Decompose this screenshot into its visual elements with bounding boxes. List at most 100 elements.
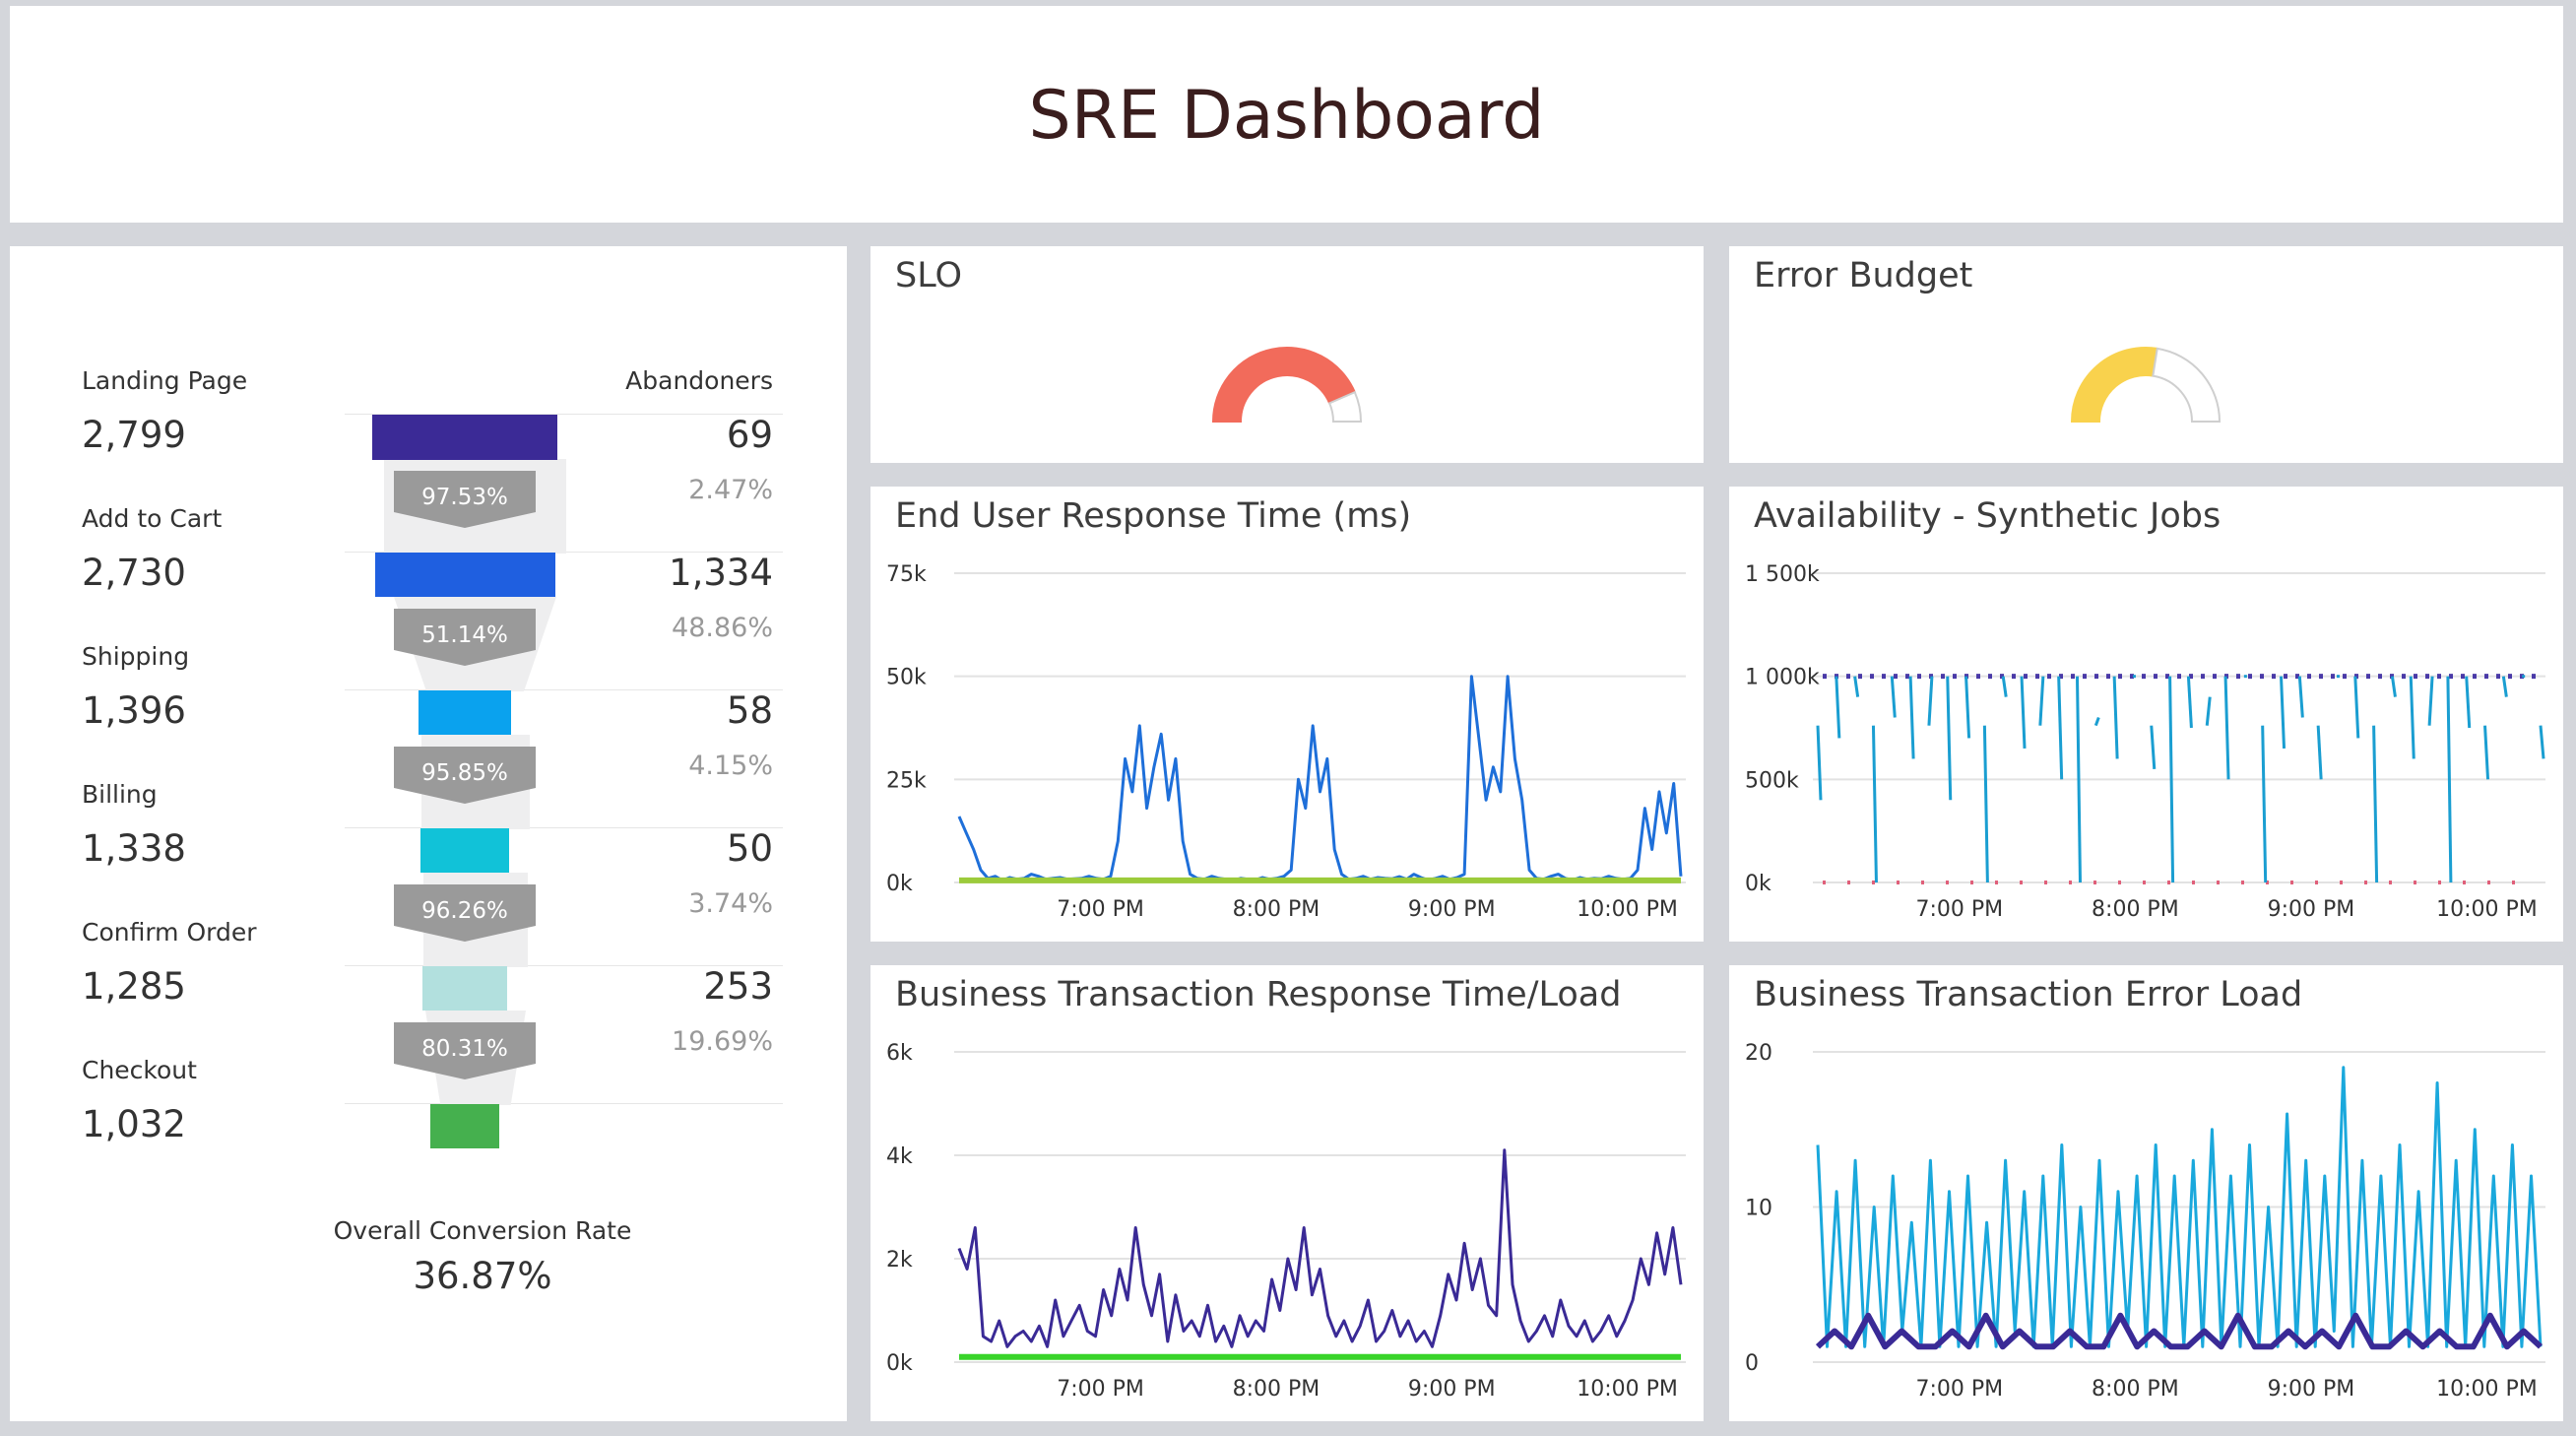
y-tick-label: 0k [886,872,913,896]
slo-gauge [1211,347,1363,423]
data-point [2186,676,2193,729]
x-tick-label: 8:00 PM [1233,1377,1320,1402]
data-point [1816,725,1823,801]
funnel-bar-shipping [419,690,511,735]
x-tick-label: 9:00 PM [2268,1377,2355,1402]
data-point [2390,676,2397,697]
funnel-bar-confirm-order [422,966,507,1011]
abandoners-pct-5: 19.69% [672,1026,773,1057]
abandoners-pct-3: 4.15% [688,751,773,781]
y-tick-label: 0k [1745,872,1771,896]
x-tick-label: 9:00 PM [2268,897,2355,922]
badge-shape [394,747,536,804]
funnel-bar-landing-page [372,415,557,460]
error-budget-title: Error Budget [1754,256,1973,295]
x-tick-label: 10:00 PM [1577,897,1678,922]
y-tick-label: 25k [886,768,927,793]
chart-title: End User Response Time (ms) [895,496,1412,536]
end-user-response-time-chart: 0k 25k 50k 75k 7:00 PM 8:00 PM 9:00 PM 10:00 PM [886,562,1686,922]
x-tick-label: 8:00 PM [2092,897,2179,922]
data-point [1835,676,1841,739]
funnel-separator [345,689,783,690]
y-tick-label: 1 000k [1745,666,1820,690]
stage-count-landing-page: 2,799 [82,414,186,456]
dashboard-header: SRE Dashboard [10,6,2563,223]
abandoners-count-3: 58 [726,689,773,732]
series-line [1816,1066,2543,1348]
data-point [2112,676,2119,759]
end-user-response-time-panel: End User Response Time (ms) 0k 25k 50k 75k 7… [870,487,1704,942]
data-point [2057,676,2064,780]
stage-label-add-to-cart: Add to Cart [82,504,223,533]
stage-label-checkout: Checkout [82,1056,197,1084]
series-line [1815,1312,2544,1350]
data-point [1908,676,1915,759]
abandoners-count-4: 50 [726,827,773,870]
funnel-bar-billing [420,828,509,873]
x-tick-label: 10:00 PM [2436,897,2538,922]
y-tick-label: 20 [1745,1041,1772,1066]
data-point [2446,676,2453,883]
conversion-badge-value: 97.53% [421,485,508,510]
stage-label-shipping: Shipping [82,642,190,671]
stage-label-confirm-order: Confirm Order [82,918,257,946]
stage-count-checkout: 1,032 [82,1103,186,1145]
funnel-separator [345,414,783,415]
page-title: SRE Dashboard [1028,77,1545,155]
series-line [957,675,1683,882]
error-budget-panel: Error Budget [1729,246,2563,463]
abandoners-pct-1: 2.47% [688,475,773,505]
x-tick-label: 10:00 PM [1577,1377,1678,1402]
error-budget-gauge [2070,347,2222,423]
stage-count-add-to-cart: 2,730 [82,552,186,594]
bt-response-time-load-chart: 0k 2k 4k 6k 7:00 PM 8:00 PM 9:00 PM 10:00 PM [886,1041,1686,1402]
y-tick-label: 2k [886,1248,913,1273]
x-tick-label: 9:00 PM [1408,897,1496,922]
x-tick-label: 7:00 PM [1915,897,2003,922]
data-point [2168,676,2175,883]
availability-synthetic-jobs-panel: Availability - Synthetic Jobs 0k 500k 1 00… [1729,487,2563,942]
abandoners-pct-2: 48.86% [672,613,773,643]
abandoners-count-2: 1,334 [669,552,773,594]
y-tick-label: 75k [886,562,927,587]
conversion-badge-value: 95.85% [421,760,508,786]
funnel-bar-add-to-cart [374,553,555,597]
bt-error-load-chart: 0 10 20 7:00 PM 8:00 PM 9:00 PM 10:00 PM [1745,1041,2545,1402]
data-point [2093,717,2100,727]
stage-count-billing: 1,338 [82,827,186,870]
data-point [1946,676,1953,801]
data-point [2409,676,2415,759]
bt-error-load-panel: Business Transaction Error Load 0 10 20 7:0… [1729,965,2563,1421]
conversion-badge: 96.26% [394,884,536,942]
stage-count-shipping: 1,396 [82,689,186,732]
conversion-badge: 80.31% [394,1022,536,1079]
data-point [1853,676,1860,697]
data-point [2150,725,2157,769]
data-point [1890,676,1897,718]
x-tick-label: 10:00 PM [2436,1377,2538,1402]
data-point [2427,676,2434,726]
data-point [2205,696,2212,726]
data-point [2372,725,2379,883]
data-point [2539,725,2545,759]
abandoners-count-1: 69 [726,414,773,456]
data-point [1982,725,1989,883]
availability-synthetic-jobs-chart: 0k 500k 1 000k 1 500k 7:00 PM 8:00 PM 9:00 PM 1… [1745,562,2545,922]
data-point [2297,676,2304,718]
x-tick-label: 7:00 PM [1057,1377,1144,1402]
y-tick-label: 10 [1745,1197,1772,1221]
badge-shape [394,884,536,942]
y-tick-label: 1 500k [1745,562,1820,587]
gauge-remainder [2152,347,2222,423]
gauge-fill [1211,347,1357,423]
x-tick-label: 8:00 PM [2092,1377,2179,1402]
y-tick-label: 0k [886,1351,913,1376]
y-tick-label: 50k [886,666,927,690]
data-point [2020,676,2027,749]
series-line [957,1148,1683,1348]
slo-title: SLO [895,256,963,295]
chart-title: Business Transaction Error Load [1754,975,2303,1014]
abandoners-header: Abandoners [625,366,773,395]
data-point [2261,725,2268,883]
y-tick-label: 4k [886,1144,913,1169]
